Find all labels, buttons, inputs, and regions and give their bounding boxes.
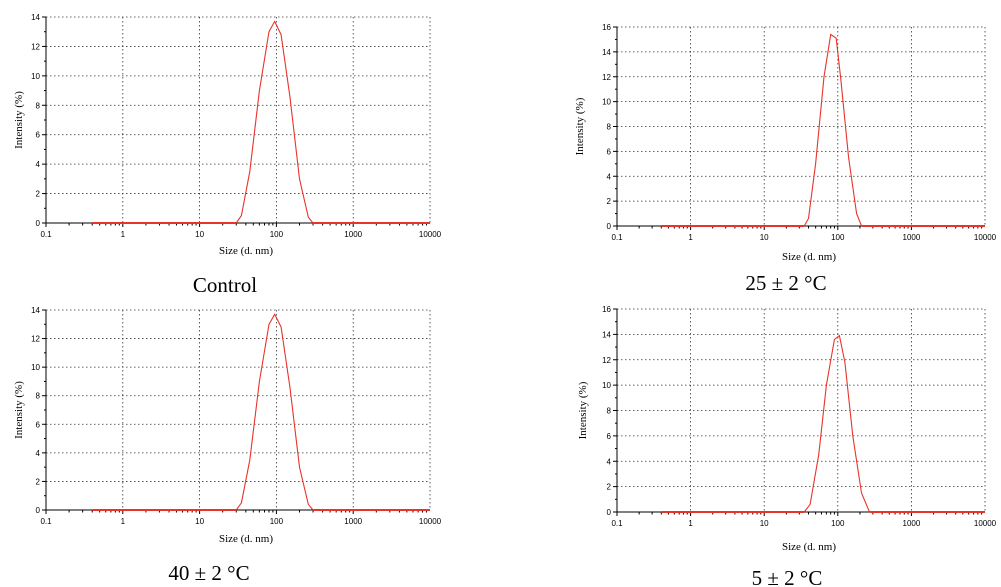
y-tick-label: 8	[607, 407, 612, 416]
panel-caption: 40 ± 2 °C	[168, 561, 249, 585]
x-tick-label: 0.1	[40, 230, 52, 239]
series-line	[92, 313, 430, 511]
x-tick-label: 100	[270, 517, 284, 526]
y-axis-label: Intensity (%)	[574, 97, 586, 155]
y-tick-label: 4	[607, 457, 612, 466]
y-tick-label: 14	[602, 330, 611, 339]
x-tick-label: 10000	[974, 519, 997, 528]
x-tick-label: 1000	[344, 517, 362, 526]
y-tick-label: 2	[36, 477, 41, 486]
x-tick-label: 0.1	[611, 519, 623, 528]
x-tick-label: 10	[195, 517, 204, 526]
y-tick-label: 12	[602, 356, 611, 365]
x-tick-label: 1	[688, 519, 693, 528]
y-tick-label: 6	[36, 420, 41, 429]
chart-panel-4: 0.1 1 10 100 1000 10000 0 2 4 6 8 10 12 14 16 Size (d. …	[577, 305, 997, 587]
x-tick-label: 10000	[419, 230, 442, 239]
series-line	[92, 20, 430, 224]
y-tick-label: 6	[607, 147, 612, 156]
x-tick-label: 100	[831, 519, 845, 528]
x-tick-label: 1	[121, 517, 126, 526]
y-tick-label: 8	[36, 101, 41, 110]
chart-panel-1: 0.1 1 10 100 1000 10000 0 2 4 6 8 10 12 14 Size (d. nm…	[13, 13, 442, 297]
y-axis-label: Intensity (%)	[13, 91, 25, 149]
x-tick-label: 1000	[903, 519, 921, 528]
y-tick-label: 10	[602, 98, 611, 107]
y-tick-label: 12	[31, 335, 40, 344]
y-tick-label: 6	[607, 432, 612, 441]
x-tick-label: 10000	[419, 517, 442, 526]
y-tick-label: 6	[36, 131, 41, 140]
y-tick-label: 2	[607, 483, 612, 492]
y-tick-label: 10	[31, 363, 40, 372]
x-tick-label: 1	[121, 230, 126, 239]
x-tick-label: 0.1	[40, 517, 52, 526]
x-tick-label: 10	[195, 230, 204, 239]
chart-panel-2: 0.1 1 10 100 1000 10000 0 2 4 6 8 10 12 14 16 Size (d. …	[574, 23, 997, 295]
y-tick-label: 14	[602, 48, 611, 57]
y-tick-label: 0	[607, 222, 612, 231]
y-tick-label: 2	[607, 197, 612, 206]
x-tick-label: 1000	[903, 233, 921, 242]
y-tick-label: 16	[602, 305, 611, 314]
y-tick-label: 0	[36, 506, 41, 515]
x-tick-label: 10	[760, 233, 769, 242]
x-tick-label: 10000	[974, 233, 997, 242]
y-tick-label: 4	[36, 160, 41, 169]
y-tick-label: 10	[602, 381, 611, 390]
y-tick-label: 0	[607, 508, 612, 517]
x-tick-label: 10	[760, 519, 769, 528]
x-axis-label: Size (d. nm)	[219, 533, 273, 545]
x-tick-label: 100	[831, 233, 845, 242]
y-tick-label: 4	[36, 449, 41, 458]
x-tick-label: 1000	[344, 230, 362, 239]
series-line	[661, 334, 985, 513]
x-axis-label: Size (d. nm)	[219, 245, 273, 257]
y-tick-label: 12	[31, 42, 40, 51]
y-axis-label: Intensity (%)	[577, 381, 589, 439]
x-tick-label: 0.1	[611, 233, 623, 242]
x-tick-label: 100	[270, 230, 284, 239]
y-tick-label: 0	[36, 219, 41, 228]
y-tick-label: 8	[36, 392, 41, 401]
y-tick-label: 4	[607, 172, 612, 181]
series-line	[661, 33, 985, 227]
x-axis-label: Size (d. nm)	[782, 541, 836, 553]
panel-caption: Control	[193, 273, 257, 297]
panel-caption: 25 ± 2 °C	[745, 271, 826, 295]
y-tick-label: 14	[31, 306, 40, 315]
panel-caption: 5 ± 2 °C	[752, 566, 823, 587]
y-tick-label: 14	[31, 13, 40, 22]
y-tick-label: 12	[602, 73, 611, 82]
x-axis-label: Size (d. nm)	[782, 251, 836, 263]
y-tick-label: 8	[607, 123, 612, 132]
y-tick-label: 16	[602, 23, 611, 32]
y-axis-label: Intensity (%)	[13, 381, 25, 439]
y-tick-label: 10	[31, 72, 40, 81]
y-tick-label: 2	[36, 190, 41, 199]
chart-panel-3: 0.1 1 10 100 1000 10000 0 2 4 6 8 10 12 14 Size (d. nm…	[13, 306, 442, 585]
x-tick-label: 1	[688, 233, 693, 242]
